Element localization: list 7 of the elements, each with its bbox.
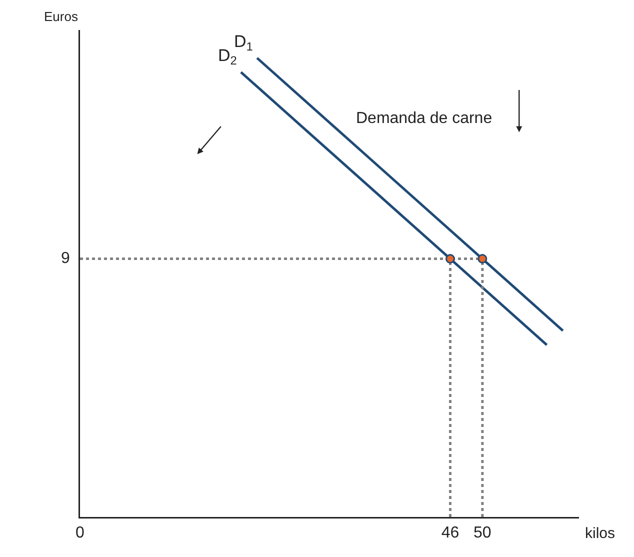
y-axis-title: Euros — [44, 9, 78, 24]
x-tick-label: 50 — [474, 524, 492, 542]
x-tick-label: 0 — [76, 524, 85, 542]
annotation: 9 — [61, 250, 70, 267]
x-axis-title: kilos — [585, 525, 616, 542]
annotation: Demanda de carne — [356, 110, 492, 127]
x-tick-label: 46 — [441, 524, 460, 542]
